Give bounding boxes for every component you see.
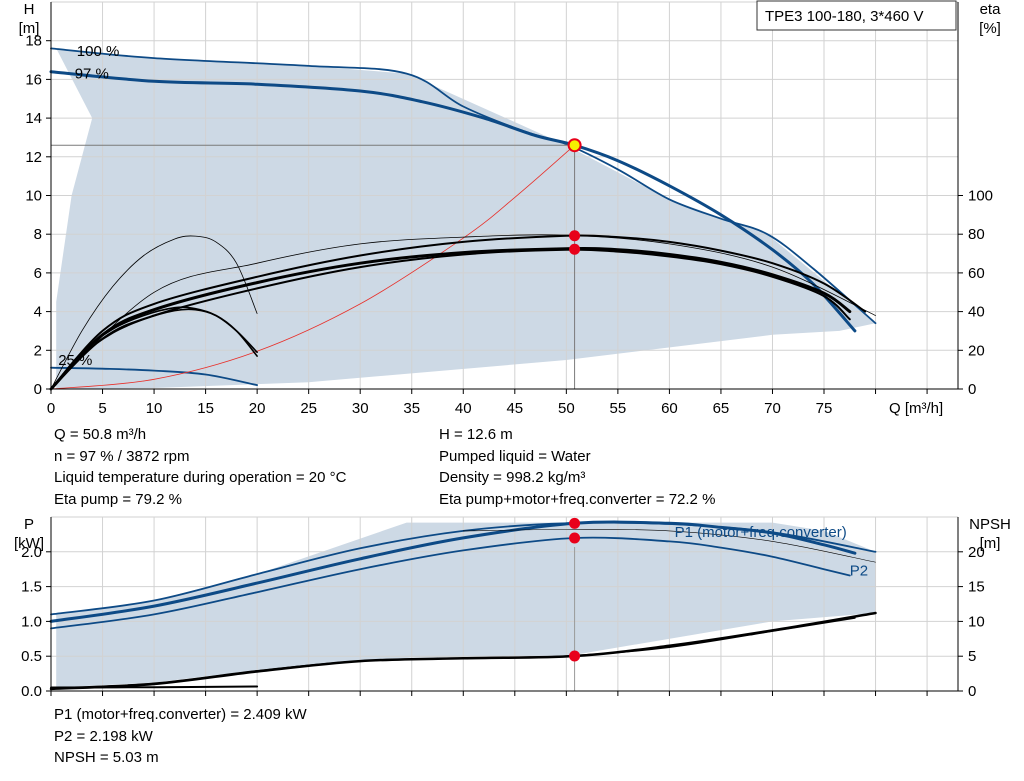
y-axis-label-left-line-0: P bbox=[24, 516, 34, 533]
y-tick-label-left: 0.5 bbox=[21, 648, 42, 665]
curve-eta-low-speed-thin bbox=[50, 235, 258, 390]
density-readout: Density = 998.2 kg/m³ bbox=[439, 469, 586, 486]
curve-label: P1 (motor+freq.converter) bbox=[675, 524, 847, 541]
product-label: TPE3 100-180, 3*460 V bbox=[765, 8, 923, 25]
top-left-info: Q = 50.8 m³/h n = 97 % / 3872 rpm Liquid… bbox=[54, 424, 346, 510]
y-tick-label-left: 0 bbox=[34, 381, 42, 398]
y-axis-label-left-line-1: [m] bbox=[19, 20, 40, 37]
y-axis-label-right-line-0: eta bbox=[980, 1, 1002, 18]
y-axis-label-right-line-1: [m] bbox=[980, 535, 1001, 552]
curves bbox=[49, 47, 877, 391]
x-tick-label: 70 bbox=[764, 400, 781, 417]
x-tick-label: 60 bbox=[661, 400, 678, 417]
y-tick-label-left: 2.0 bbox=[21, 544, 42, 561]
bottom-info: P1 (motor+freq.converter) = 2.409 kW P2 … bbox=[54, 704, 307, 769]
curve-system-curve bbox=[50, 144, 575, 390]
duty-marker-2 bbox=[569, 650, 581, 662]
speed-label: 25 % bbox=[58, 352, 92, 369]
liquid-temperature-readout: Liquid temperature during operation = 20… bbox=[54, 469, 347, 486]
curve-h-97- bbox=[49, 70, 857, 333]
y-axis-label-left-line-1: [kW] bbox=[14, 535, 44, 552]
x-tick-label: 30 bbox=[352, 400, 369, 417]
y-tick-label-right: 80 bbox=[968, 226, 985, 243]
y-tick-label-right: 20 bbox=[968, 342, 985, 359]
y-tick-label-left: 16 bbox=[25, 71, 42, 88]
npsh-readout: NPSH = 5.03 m bbox=[54, 749, 159, 766]
y-tick-label-left: 6 bbox=[34, 265, 42, 282]
curve-npsh-low-speed bbox=[50, 685, 259, 689]
y-tick-label-left: 10 bbox=[25, 188, 42, 205]
p2-readout: P2 = 2.198 kW bbox=[54, 727, 153, 745]
y-tick-label-right: 5 bbox=[968, 648, 976, 665]
y-tick-label-left: 8 bbox=[34, 226, 42, 243]
head-efficiency-plot: 0 2 4 6 8 10 12 14 16 18 0 20 40 60 80 100 0 5 10 15 20 25 30 3… bbox=[19, 1, 1002, 417]
operating-area bbox=[56, 48, 876, 390]
y-tick-label-right: 0 bbox=[968, 683, 976, 700]
y-tick-label-right: 100 bbox=[968, 188, 993, 205]
x-tick-label: 50 bbox=[558, 400, 575, 417]
speed-label: 100 % bbox=[77, 43, 120, 60]
x-tick-label: 35 bbox=[403, 400, 420, 417]
top-right-info: H = 12.6 m Pumped liquid = Water Density… bbox=[439, 424, 715, 510]
operating-point-marker bbox=[567, 138, 582, 153]
x-tick-label: 0 bbox=[47, 400, 55, 417]
y-tick-label-right: 40 bbox=[968, 304, 985, 321]
flow-readout: Q = 50.8 m³/h bbox=[54, 426, 147, 443]
y-tick-label-right: 20 bbox=[968, 544, 985, 561]
y-tick-label-left: 1.0 bbox=[21, 613, 42, 630]
y-tick-label-right: 0 bbox=[968, 381, 976, 398]
x-tick-label: 10 bbox=[146, 400, 163, 417]
curve-eta-low-speed-2 bbox=[50, 308, 258, 390]
curve-eta-pump bbox=[50, 234, 867, 390]
y-tick-label-left: 12 bbox=[25, 149, 42, 166]
pumped-liquid-readout: Pumped liquid = Water bbox=[439, 447, 591, 465]
product-label-box: TPE3 100-180, 3*460 V bbox=[756, 0, 957, 31]
y-tick-label-left: 2 bbox=[34, 342, 42, 359]
x-tick-label: 40 bbox=[455, 400, 472, 417]
y-tick-label-right: 10 bbox=[968, 613, 985, 630]
curve-npsh-2 bbox=[50, 617, 856, 689]
x-tick-label: 65 bbox=[713, 400, 730, 417]
curve-label: P2 bbox=[850, 562, 868, 579]
x-tick-label: 5 bbox=[98, 400, 106, 417]
y-tick-label-left: 18 bbox=[25, 33, 42, 50]
eta-total-readout: Eta pump+motor+freq.converter = 72.2 % bbox=[439, 490, 716, 508]
x-tick-label: 45 bbox=[506, 400, 523, 417]
duty-marker-0 bbox=[569, 230, 581, 242]
y-axis-label-left-line-0: H bbox=[24, 1, 35, 18]
curve-eta-pump-thin bbox=[50, 234, 876, 390]
y-tick-label-left: 4 bbox=[34, 304, 42, 321]
x-tick-label: 55 bbox=[610, 400, 627, 417]
x-tick-label: 75 bbox=[816, 400, 833, 417]
x-tick-label: 15 bbox=[197, 400, 214, 417]
y-axis-label-right-line-0: NPSH bbox=[969, 516, 1011, 533]
power-npsh-plot: 0.0 0.5 1.0 1.5 2.0 0 5 10 15 20 P [kW] NPSH [m] P1 (m… bbox=[14, 516, 1011, 700]
operating-area bbox=[56, 522, 876, 688]
y-axis-label-right-line-1: [%] bbox=[979, 20, 1001, 37]
x-tick-label: 20 bbox=[249, 400, 266, 417]
y-tick-label-left: 1.5 bbox=[21, 579, 42, 596]
curve-h-25- bbox=[50, 366, 258, 386]
curves bbox=[49, 520, 877, 691]
speed-readout: n = 97 % / 3872 rpm bbox=[54, 447, 190, 465]
duty-marker-0 bbox=[569, 517, 581, 529]
y-tick-label-left: 14 bbox=[25, 110, 42, 127]
y-tick-label-right: 60 bbox=[968, 265, 985, 282]
grid bbox=[50, 516, 958, 692]
y-tick-label-right: 15 bbox=[968, 579, 985, 596]
eta-pump-readout: Eta pump = 79.2 % bbox=[54, 490, 182, 508]
curve-p2 bbox=[50, 536, 851, 630]
speed-label: 97 % bbox=[75, 65, 109, 82]
curve-p-thin bbox=[463, 529, 876, 563]
curve-p1-motor-freq-converter- bbox=[49, 520, 857, 623]
y-tick-label-left: 0.0 bbox=[21, 683, 42, 700]
x-axis-label: Q [m³/h] bbox=[889, 400, 943, 417]
head-readout: H = 12.6 m bbox=[439, 426, 513, 443]
duty-marker-1 bbox=[569, 532, 581, 544]
curve-eta-pump-motor-freq-converter bbox=[49, 247, 852, 391]
p1-readout: P1 (motor+freq.converter) = 2.409 kW bbox=[54, 706, 307, 723]
duty-marker-1 bbox=[569, 243, 581, 255]
x-tick-label: 25 bbox=[300, 400, 317, 417]
